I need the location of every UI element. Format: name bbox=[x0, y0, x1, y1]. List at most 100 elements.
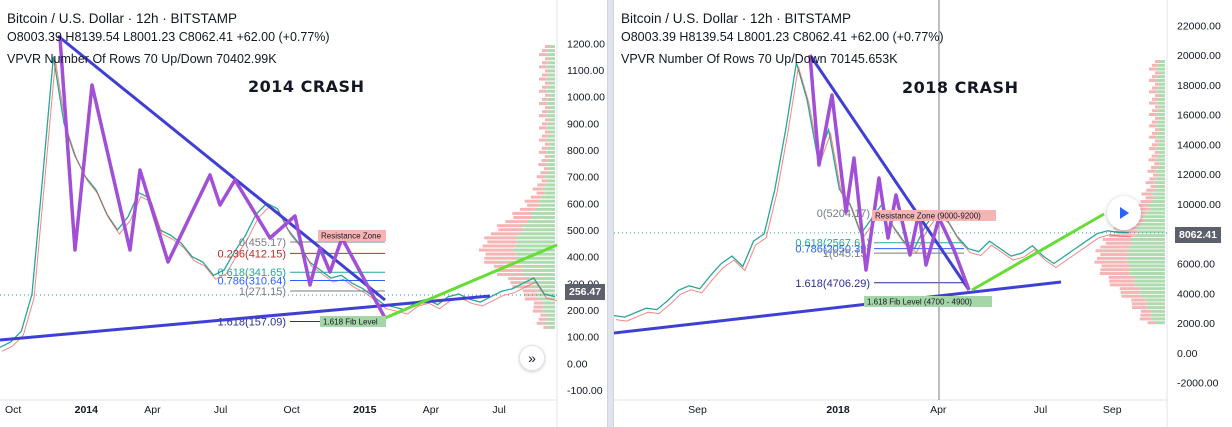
volume-profile-bar-down bbox=[512, 211, 532, 215]
x-tick-label: Oct bbox=[5, 404, 21, 416]
volume-profile-bar-up bbox=[546, 77, 555, 81]
volume-profile-bar-down bbox=[1154, 150, 1160, 154]
volume-profile-bar-up bbox=[1159, 71, 1165, 75]
annotation-label: Resistance Zone (9000-9200) bbox=[875, 212, 981, 221]
symbol-title: Bitcoin / U.S. Dollar · 12h · BITSTAMP bbox=[621, 11, 852, 26]
volume-profile-bar-up bbox=[1159, 139, 1165, 143]
y-tick-label: 10000.00 bbox=[1177, 199, 1221, 211]
volume-profile-bar-down bbox=[484, 260, 517, 264]
volume-profile-bar-down bbox=[1148, 113, 1157, 116]
volume-profile-bar-up bbox=[1148, 203, 1165, 207]
volume-profile-bar-down bbox=[544, 93, 550, 97]
volume-profile-bar-up bbox=[549, 93, 555, 97]
volume-profile-bar-up bbox=[1157, 63, 1165, 67]
volume-profile-bar-down bbox=[1154, 128, 1160, 132]
scroll-to-realtime-button[interactable]: » bbox=[519, 345, 545, 371]
volume-profile-bar-down bbox=[542, 85, 548, 89]
volume-profile-bar-down bbox=[533, 301, 544, 305]
volume-profile-bar-down bbox=[1109, 283, 1135, 287]
volume-profile-bar-down bbox=[1154, 105, 1160, 109]
volume-profile-bar-down bbox=[539, 89, 547, 93]
volume-profile-bar-down bbox=[1119, 287, 1141, 291]
volume-profile-bar-down bbox=[484, 236, 517, 240]
trendline-resistance bbox=[808, 54, 971, 291]
volume-profile-bar-up bbox=[532, 216, 555, 219]
volume-profile-bar-up bbox=[1159, 82, 1165, 86]
volume-profile-bar-up bbox=[549, 69, 555, 73]
volume-profile-bar-up bbox=[546, 53, 555, 57]
y-tick-label: 200.00 bbox=[567, 305, 599, 317]
volume-profile-bar-up bbox=[1143, 215, 1165, 219]
volume-profile-bar-down bbox=[541, 159, 548, 162]
ohlc-row: O8003.39 H8139.54 L8001.23 C8062.41 +62.… bbox=[7, 30, 330, 44]
volume-profile-bar-up bbox=[549, 154, 555, 158]
fib-level-label: 0.618(341.65) bbox=[218, 267, 287, 279]
volume-profile-bar-down bbox=[1097, 256, 1128, 260]
volume-profile-bar-up bbox=[1157, 86, 1165, 90]
x-tick-label: 2014 bbox=[75, 404, 99, 416]
volume-profile-bar-down bbox=[540, 313, 547, 317]
x-tick-label: Oct bbox=[284, 404, 300, 416]
wave-pattern-drawing bbox=[58, 37, 387, 319]
y-tick-label: 16000.00 bbox=[1177, 110, 1221, 122]
volume-profile-bar-up bbox=[1134, 279, 1165, 283]
volume-profile-bar-up bbox=[1159, 94, 1165, 98]
volume-profile-bar-down bbox=[1134, 203, 1149, 207]
volume-profile-bar-up bbox=[543, 305, 555, 309]
volume-profile-bar-down bbox=[542, 61, 548, 65]
symbol-title: Bitcoin / U.S. Dollar · 12h · BITSTAMP bbox=[7, 11, 238, 26]
volume-profile-bar-down bbox=[524, 199, 539, 203]
chart-panel-left[interactable]: 1200.00 1100.00 1000.00 900.00 800.00 700.00 6… bbox=[0, 0, 608, 427]
volume-profile-bar-up bbox=[516, 260, 555, 264]
fib-level-label: 0(455.17) bbox=[239, 237, 286, 249]
volume-profile-bar-up bbox=[547, 179, 555, 183]
volume-profile-bar-down bbox=[541, 97, 548, 101]
volume-profile-bar-up bbox=[523, 224, 555, 228]
volume-profile-bar-up bbox=[544, 321, 555, 325]
volume-profile-bar-down bbox=[536, 321, 545, 325]
y-tick-label: 900.00 bbox=[567, 118, 599, 130]
volume-profile-bar-down bbox=[1100, 245, 1130, 249]
vpvr-indicator-label[interactable]: VPVR Number Of Rows 70 Up/Down 70402.99K bbox=[7, 52, 277, 66]
price-series-line bbox=[1, 60, 558, 352]
volume-profile-bar-up bbox=[546, 65, 555, 69]
volume-profile-bar-down bbox=[544, 154, 550, 158]
volume-profile-bar-down bbox=[544, 118, 550, 122]
volume-profile-bar-up bbox=[1157, 109, 1165, 113]
volume-profile-bar-down bbox=[1109, 279, 1135, 283]
volume-profile-bar-up bbox=[1129, 245, 1165, 249]
volume-profile-bar-down bbox=[1154, 139, 1160, 143]
volume-profile-bar-up bbox=[547, 49, 555, 53]
vpvr-indicator-label[interactable]: VPVR Number Of Rows 70 Up/Down 70145.653… bbox=[621, 52, 898, 66]
volume-profile-bar-down bbox=[1139, 317, 1152, 321]
wave-pattern-drawing bbox=[808, 54, 971, 291]
price-series-line bbox=[0, 56, 556, 348]
volume-profile-bar-up bbox=[1159, 162, 1165, 166]
volume-profile-bar-down bbox=[545, 57, 550, 61]
volume-profile-bar-up bbox=[515, 244, 555, 248]
play-replay-button[interactable] bbox=[1107, 196, 1141, 230]
volume-profile-bar-down bbox=[539, 65, 547, 69]
chart-canvas-left[interactable]: 1200.00 1100.00 1000.00 900.00 800.00 700.00 6… bbox=[0, 0, 608, 427]
volume-profile-bar-up bbox=[538, 297, 555, 301]
volume-profile-bar-up bbox=[517, 240, 555, 244]
chart-canvas-right[interactable]: 22000.00 20000.00 18000.00 16000.00 14000.00… bbox=[614, 0, 1232, 427]
y-tick-label: 100.00 bbox=[567, 332, 599, 344]
panel-divider[interactable] bbox=[608, 0, 613, 427]
volume-profile-bar-down bbox=[1148, 135, 1157, 139]
volume-profile-bar-down bbox=[487, 240, 518, 244]
x-tick-label: Apr bbox=[930, 404, 947, 416]
volume-profile-bar-down bbox=[1101, 264, 1131, 268]
volume-profile-bar-down bbox=[485, 252, 517, 256]
volume-profile-bar-up bbox=[1156, 90, 1165, 94]
volume-profile-bar-up bbox=[538, 199, 555, 203]
volume-profile-bar-up bbox=[542, 309, 555, 313]
chart-panel-right[interactable]: 22000.00 20000.00 18000.00 16000.00 14000.00… bbox=[613, 0, 1232, 427]
volume-profile-bar-down bbox=[1102, 237, 1131, 241]
volume-profile-bar-down bbox=[495, 268, 523, 272]
volume-profile-bar-up bbox=[1156, 147, 1165, 151]
volume-profile-bar-up bbox=[546, 317, 555, 321]
volume-profile-bar-up bbox=[1134, 283, 1165, 287]
volume-profile-bar-up bbox=[546, 89, 555, 93]
volume-profile-bar-down bbox=[497, 273, 524, 276]
